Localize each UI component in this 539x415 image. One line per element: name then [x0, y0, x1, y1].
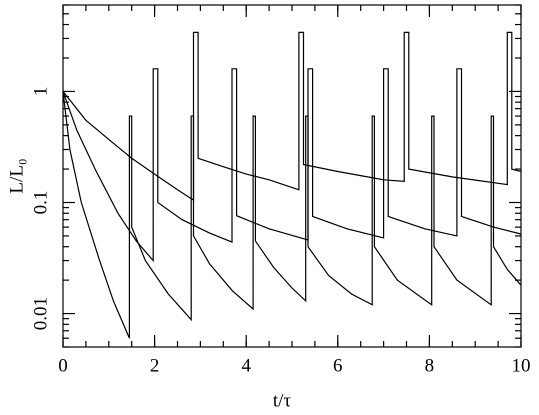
y-tick-label: 1: [30, 87, 51, 97]
line-series: [62, 91, 522, 339]
line-series: [62, 68, 522, 263]
y-tick-label: 0.01: [30, 297, 51, 330]
x-axis-label: t/τ: [273, 390, 292, 411]
y-tick-label: 0.1: [30, 191, 51, 215]
x-tick-label: 10: [512, 355, 531, 376]
line-series: [62, 31, 522, 202]
x-tick-label: 2: [150, 355, 160, 376]
x-tick-label: 8: [425, 355, 435, 376]
x-tick-label: 0: [58, 355, 68, 376]
x-tick-label: 4: [241, 355, 251, 376]
x-tick-label: 6: [333, 355, 343, 376]
y-axis-label: L/L₀: [6, 158, 27, 193]
